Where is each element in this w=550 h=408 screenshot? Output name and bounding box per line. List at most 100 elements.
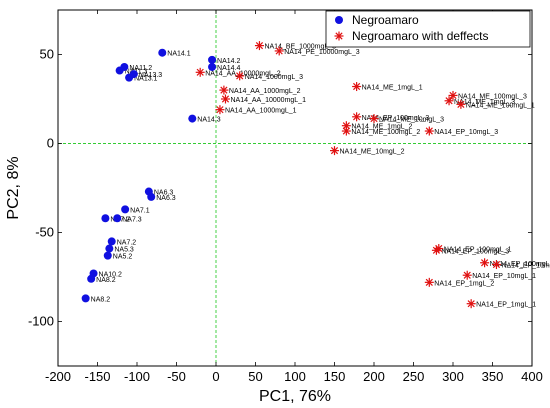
- deffects-point: [444, 96, 454, 106]
- negroamaro-point: [87, 274, 96, 283]
- y-tick-label: 50: [40, 47, 54, 62]
- asterisk-stroke: [425, 278, 433, 286]
- deffects-point: [424, 126, 434, 136]
- legend-asterisk-icon: [334, 31, 344, 41]
- negroamaro-point: [158, 48, 167, 57]
- point-label: NA14.2: [217, 58, 240, 65]
- point-label: NA11.2: [129, 65, 152, 72]
- negroamaro-point: [147, 192, 156, 201]
- point-label: NA14_ME_1mgL_1: [362, 85, 423, 92]
- asterisk-stroke: [342, 122, 350, 130]
- point-label: NA14.3: [197, 117, 220, 124]
- y-tick-label: -50: [35, 225, 54, 240]
- point-label: NA14_PE_10000mgL_3: [284, 49, 360, 56]
- deffects-point: [330, 146, 339, 156]
- x-tick-label: 400: [521, 369, 543, 384]
- x-tick-label: 350: [482, 369, 504, 384]
- point-labels: NA11.2NA11.3NA13.1NA13.3NA14.1NA14.2NA14…: [91, 44, 550, 309]
- asterisk-stroke: [221, 95, 230, 103]
- point-label: NA14_EP_10mgL_1: [472, 273, 536, 280]
- asterisk-stroke: [216, 106, 224, 114]
- point-label: NA7.2: [117, 239, 137, 246]
- point-label: NA6.3: [156, 195, 176, 202]
- data-marks: [81, 41, 501, 309]
- point-label: NA14_ME_1mgL_3: [454, 99, 515, 106]
- x-tick-label: 150: [324, 369, 346, 384]
- point-label: NA14_ME_100mgL_3: [458, 93, 527, 100]
- x-tick-label: -50: [167, 369, 186, 384]
- deffects-point: [462, 270, 472, 280]
- asterisk-stroke: [342, 127, 350, 135]
- point-label: NA14_EP_100mgL_1: [444, 247, 512, 254]
- x-tick-label: 100: [284, 369, 306, 384]
- point-label: NA6.3: [154, 190, 174, 197]
- asterisk-stroke: [480, 259, 489, 267]
- deffects-point: [491, 260, 501, 270]
- x-tick-label: -100: [124, 369, 150, 384]
- point-label: NA14_AA_1000mgL_2: [229, 88, 301, 95]
- x-axis-title: PC1, 76%: [259, 388, 331, 405]
- point-label: NA14_AA_1000mgL_1: [225, 108, 297, 115]
- asterisk-stroke: [457, 100, 465, 108]
- deffects-point: [431, 245, 441, 255]
- asterisk-stroke: [492, 260, 501, 269]
- negroamaro-point: [208, 62, 217, 71]
- negroamaro-point: [107, 237, 116, 246]
- x-tick-label: -200: [45, 369, 71, 384]
- point-label: NA14_BE_1000mgL_3: [264, 44, 336, 51]
- point-label: NA5.3: [114, 247, 134, 254]
- point-label: NA8.2: [96, 277, 116, 284]
- point-label: NA14.1: [167, 51, 190, 58]
- deffects-point: [220, 94, 230, 104]
- point-label: NA14_ME_10mgL_3: [379, 117, 444, 124]
- negroamaro-point: [101, 214, 110, 223]
- negroamaro-point: [81, 294, 90, 303]
- negroamaro-point: [103, 251, 112, 260]
- asterisk-stroke: [255, 41, 264, 50]
- deffects-point: [480, 258, 490, 268]
- deffects-point: [369, 114, 379, 124]
- deffects-point: [235, 71, 245, 81]
- asterisk-stroke: [353, 82, 361, 91]
- deffects-point: [274, 46, 284, 56]
- asterisk-stroke: [463, 271, 471, 279]
- point-label: NA14_ME_10mgL_2: [340, 149, 405, 156]
- plot-area: [58, 10, 532, 366]
- point-label: NA14_EP_1mgL_2: [434, 280, 494, 287]
- negroamaro-point: [105, 244, 114, 253]
- asterisk-stroke: [275, 47, 283, 55]
- negroamaro-point: [208, 55, 217, 64]
- legend-marker-deffects: [334, 31, 344, 41]
- deffects-point: [195, 67, 205, 77]
- point-label: NA13.3: [139, 72, 162, 79]
- legend-box: [325, 10, 531, 48]
- deffects-point: [466, 299, 476, 309]
- point-label: NA14_1000mgL_3: [245, 74, 303, 81]
- y-tick-label: 0: [47, 136, 54, 151]
- negroamaro-point: [113, 214, 122, 223]
- point-label: NA7.1: [130, 207, 150, 214]
- asterisk-stroke: [220, 86, 228, 94]
- point-label: NA14.4: [217, 65, 240, 72]
- asterisk-stroke: [432, 246, 441, 254]
- point-label: NA14_EP_100mgL_3: [362, 115, 430, 122]
- asterisk-stroke: [370, 114, 378, 123]
- x-tick-label: 50: [248, 369, 262, 384]
- negroamaro-point: [115, 66, 124, 75]
- point-label: NA14_AA_10000mgL_1: [230, 97, 306, 104]
- negroamaro-point: [129, 70, 138, 79]
- asterisk-stroke: [467, 300, 475, 308]
- point-label: NA14_ME_1mgL_2: [351, 124, 412, 131]
- deffects-point: [424, 277, 434, 287]
- negroamaro-point: [188, 114, 197, 123]
- point-label: NA14_EP_10mgL_3: [434, 129, 498, 136]
- legend-marker-negroamaro: [335, 16, 343, 24]
- x-tick-label: 250: [403, 369, 425, 384]
- legend-label-deffects: Negroamaro with deffects: [352, 29, 489, 43]
- reference-lines: [58, 10, 532, 366]
- deffects-point: [215, 105, 225, 115]
- deffects-point: [219, 85, 229, 95]
- y-axis-title: PC2, 8%: [5, 156, 22, 219]
- point-label: NA14_ME_100mgL_2: [351, 129, 420, 136]
